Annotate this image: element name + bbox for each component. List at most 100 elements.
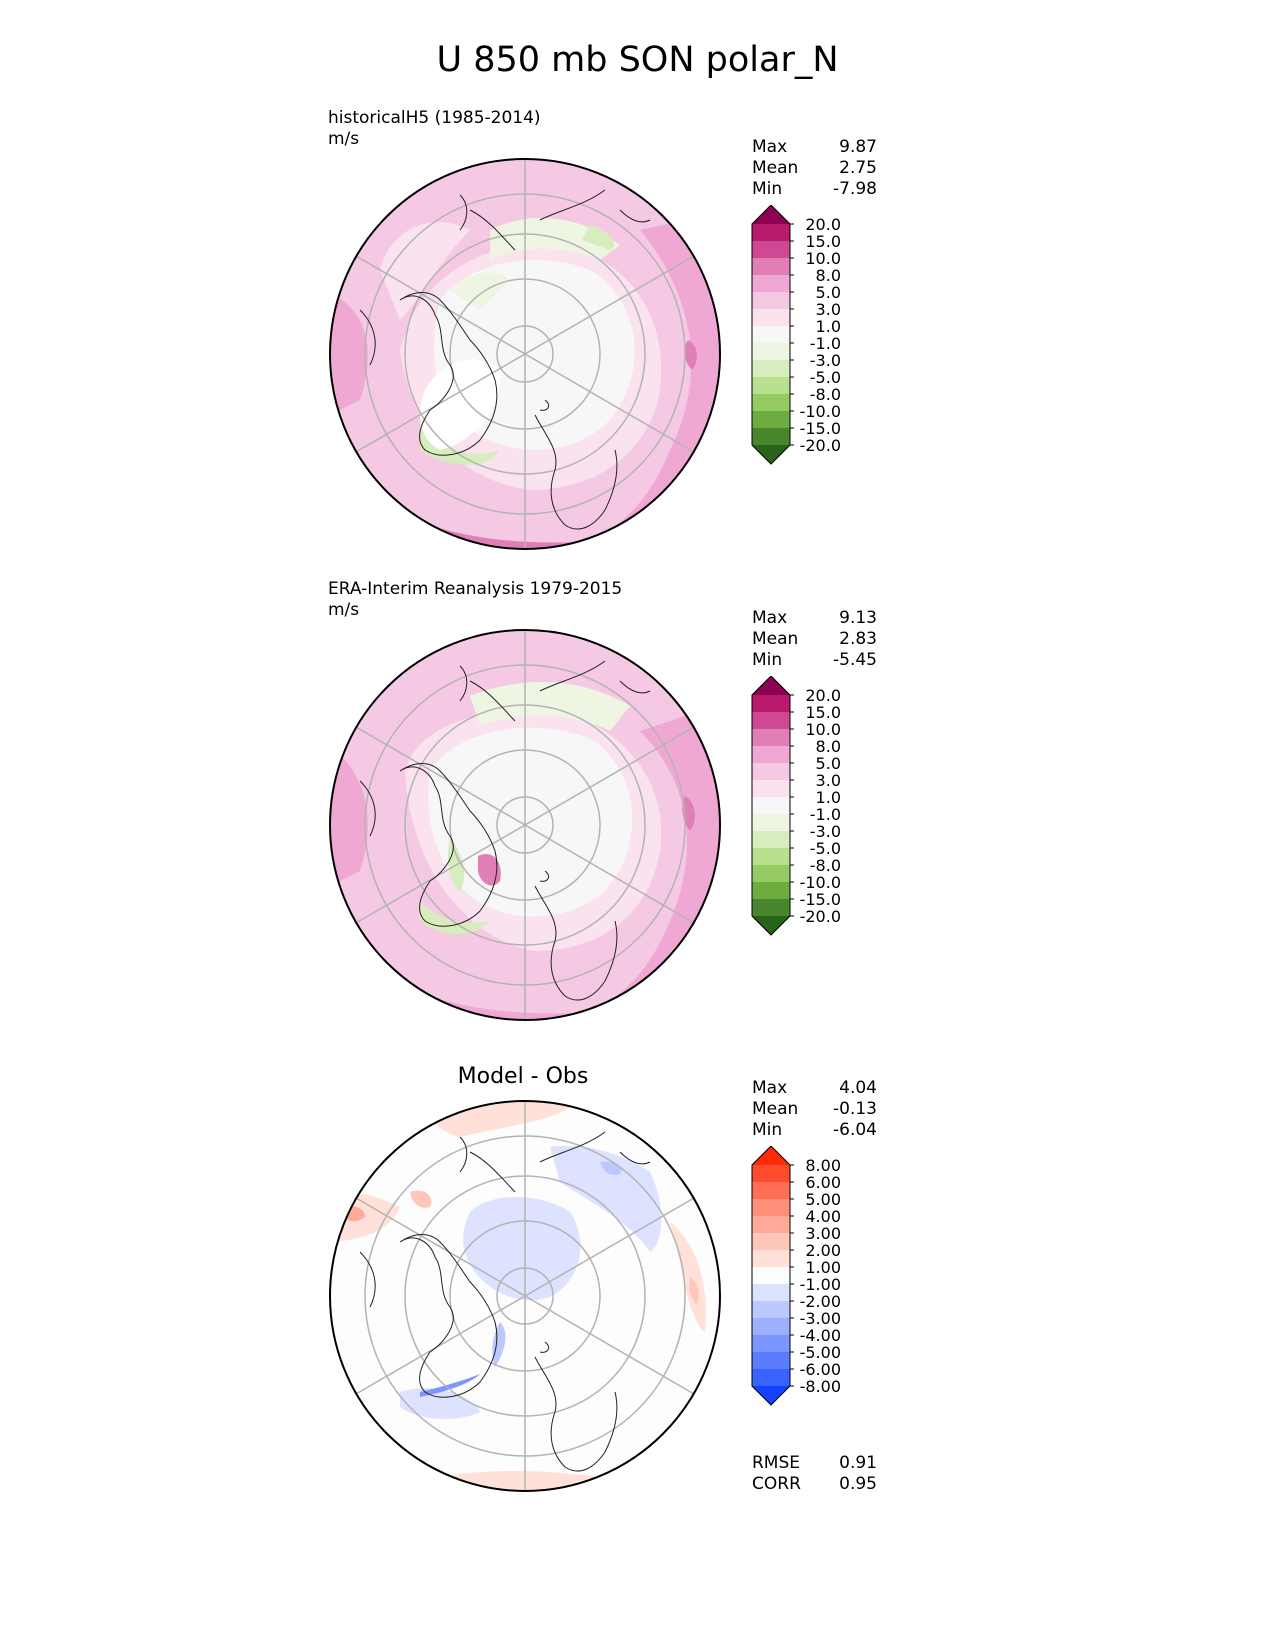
colorbar-swatch xyxy=(752,1199,790,1217)
stat-min: Min -6.04 xyxy=(752,1120,877,1140)
colorbar-swatch xyxy=(752,1165,790,1183)
colorbar-tick-label: -15.0 xyxy=(800,890,841,909)
colorbar-swatch xyxy=(752,1284,790,1302)
colorbar-tick-label: -8.0 xyxy=(810,856,841,875)
colorbar-swatch xyxy=(752,729,790,747)
colorbar-model: 20.015.010.08.05.03.01.0-1.0-3.0-5.0-8.0… xyxy=(751,205,841,465)
colorbar-swatch xyxy=(752,1352,790,1370)
colorbar-extend-max xyxy=(752,1146,790,1165)
colorbar-tick-label: 10.0 xyxy=(805,720,841,739)
stat-max: Max 4.04 xyxy=(752,1078,877,1098)
colorbar-tick-label: 8.00 xyxy=(805,1156,841,1175)
colorbar-swatch xyxy=(752,1182,790,1200)
colorbar-swatch xyxy=(752,882,790,900)
colorbar-swatch xyxy=(752,1318,790,1336)
colorbar-tick-label: -6.00 xyxy=(800,1360,841,1379)
stat-min: Min -7.98 xyxy=(752,179,877,199)
colorbar-tick-label: -15.0 xyxy=(800,419,841,438)
stat-mean: Mean -0.13 xyxy=(752,1099,877,1119)
colorbar-tick-label: 3.0 xyxy=(816,771,841,790)
stat-max: Max 9.13 xyxy=(752,608,877,628)
colorbar-swatch xyxy=(752,292,790,310)
colorbar-tick-label: -2.00 xyxy=(800,1292,841,1311)
polar-map-model xyxy=(329,158,721,550)
colorbar-swatch xyxy=(752,343,790,361)
colorbar-extend-min xyxy=(752,445,790,464)
colorbar-swatch xyxy=(752,275,790,293)
colorbar-tick-label: 2.00 xyxy=(805,1241,841,1260)
colorbar-swatch xyxy=(752,712,790,730)
colorbar-tick-label: 15.0 xyxy=(805,232,841,251)
panel-units: m/s xyxy=(328,129,360,149)
colorbar-tick-label: 8.0 xyxy=(816,266,841,285)
panel-title-diff: Model - Obs xyxy=(457,1064,589,1089)
colorbar-tick-label: 5.00 xyxy=(805,1190,841,1209)
colorbar-swatch xyxy=(752,797,790,815)
colorbar-tick-label: -20.0 xyxy=(800,907,841,926)
panel-title-model: historicalH5 (1985-2014) m/s xyxy=(328,108,541,150)
stats-block-diff: Max 4.04 Mean -0.13 Min -6.04 xyxy=(752,1078,877,1141)
panel-units: m/s xyxy=(328,600,360,620)
colorbar-swatch xyxy=(752,1216,790,1234)
colorbar-tick-label: -3.00 xyxy=(800,1309,841,1328)
colorbar-swatch xyxy=(752,360,790,378)
colorbar-tick-label: -1.0 xyxy=(810,805,841,824)
colorbar-tick-label: 3.00 xyxy=(805,1224,841,1243)
colorbar-tick-label: 10.0 xyxy=(805,249,841,268)
colorbar-tick-label: -1.00 xyxy=(800,1275,841,1294)
colorbar-swatch xyxy=(752,695,790,713)
stat-mean: Mean 2.75 xyxy=(752,158,877,178)
colorbar-tick-label: 1.0 xyxy=(816,788,841,807)
colorbar-swatch xyxy=(752,394,790,412)
colorbar-extend-min xyxy=(752,916,790,935)
colorbar-tick-label: 1.0 xyxy=(816,317,841,336)
colorbar-tick-label: -10.0 xyxy=(800,873,841,892)
colorbar-extend-max xyxy=(752,205,790,224)
colorbar-tick-label: -5.0 xyxy=(810,839,841,858)
stats-block-obs: Max 9.13 Mean 2.83 Min -5.45 xyxy=(752,608,877,671)
colorbar-tick-label: -20.0 xyxy=(800,436,841,455)
colorbar-tick-label: -5.00 xyxy=(800,1343,841,1362)
colorbar-swatch xyxy=(752,1301,790,1319)
colorbar-swatch xyxy=(752,377,790,395)
colorbar-tick-label: 20.0 xyxy=(805,215,841,234)
colorbar-tick-label: 5.0 xyxy=(816,754,841,773)
colorbar-swatch xyxy=(752,763,790,781)
colorbar-tick-label: -1.0 xyxy=(810,334,841,353)
panel-caption: historicalH5 (1985-2014) xyxy=(328,108,541,128)
colorbar-tick-label: 3.0 xyxy=(816,300,841,319)
colorbar-tick-label: 8.0 xyxy=(816,737,841,756)
colorbar-extend-min xyxy=(752,1386,790,1405)
colorbar-tick-label: -8.00 xyxy=(800,1377,841,1396)
polar-map-diff xyxy=(329,1100,721,1492)
colorbar-swatch xyxy=(752,258,790,276)
polar-map-obs xyxy=(329,629,721,1021)
colorbar-swatch xyxy=(752,1233,790,1251)
stat-mean: Mean 2.83 xyxy=(752,629,877,649)
colorbar-tick-label: 6.00 xyxy=(805,1173,841,1192)
colorbar-swatch xyxy=(752,326,790,344)
colorbar-swatch xyxy=(752,1369,790,1387)
colorbar-swatch xyxy=(752,1335,790,1353)
metric-rmse: RMSE 0.91 xyxy=(752,1453,877,1473)
colorbar-swatch xyxy=(752,746,790,764)
colorbar-swatch xyxy=(752,865,790,883)
colorbar-swatch xyxy=(752,224,790,242)
colorbar-tick-label: 15.0 xyxy=(805,703,841,722)
colorbar-swatch xyxy=(752,428,790,446)
figure-title: U 850 mb SON polar_N xyxy=(436,40,839,80)
stats-block-model: Max 9.87 Mean 2.75 Min -7.98 xyxy=(752,137,877,200)
colorbar-swatch xyxy=(752,1250,790,1268)
colorbar-tick-label: -4.00 xyxy=(800,1326,841,1345)
colorbar-tick-label: -8.0 xyxy=(810,385,841,404)
metric-corr: CORR 0.95 xyxy=(752,1474,877,1494)
panel-title-obs: ERA-Interim Reanalysis 1979-2015 m/s xyxy=(328,579,622,621)
colorbar-tick-label: 1.00 xyxy=(805,1258,841,1277)
colorbar-swatch xyxy=(752,780,790,798)
colorbar-swatch xyxy=(752,309,790,327)
colorbar-extend-max xyxy=(752,676,790,695)
panel-caption: ERA-Interim Reanalysis 1979-2015 xyxy=(328,579,623,599)
colorbar-swatch xyxy=(752,848,790,866)
colorbar-swatch xyxy=(752,899,790,917)
colorbar-swatch xyxy=(752,411,790,429)
